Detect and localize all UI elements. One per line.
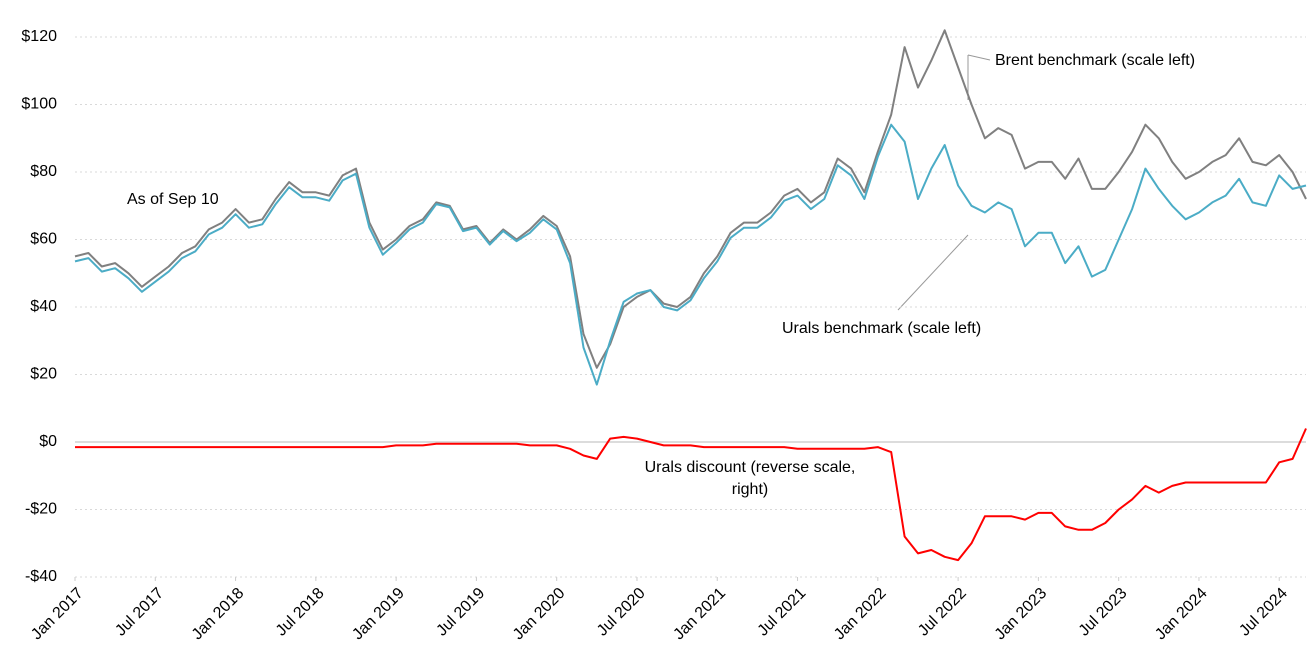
label-line: right) (732, 481, 768, 498)
series-label: Brent benchmark (scale left) (995, 52, 1195, 69)
series-label: Urals benchmark (scale left) (782, 320, 981, 337)
x-tick-label: Jul 2018 (273, 585, 328, 640)
y-tick-label: $120 (21, 28, 57, 45)
y-tick-label: $20 (30, 366, 57, 383)
x-tick-label: Jan 2022 (831, 585, 890, 644)
y-tick-label: $40 (30, 298, 57, 315)
x-tick-label: Jul 2024 (1236, 585, 1291, 640)
label-line: Urals discount (reverse scale, (645, 459, 856, 476)
brent-leader (967, 54, 991, 61)
x-tick-label: Jul 2021 (755, 585, 810, 640)
urals-leader (897, 234, 969, 311)
x-tick-label: Jan 2018 (189, 585, 248, 644)
x-tick-label: Jan 2024 (1152, 585, 1211, 644)
annotation: As of Sep 10 (127, 191, 219, 208)
x-tick-label: Jul 2020 (594, 585, 649, 640)
y-tick-label: -$20 (25, 501, 57, 518)
x-tick-label: Jan 2023 (992, 585, 1051, 644)
x-tick-label: Jan 2021 (670, 585, 729, 644)
x-tick-label: Jan 2019 (349, 585, 408, 644)
x-tick-label: Jan 2020 (510, 585, 569, 644)
x-tick-label: Jul 2023 (1076, 585, 1131, 640)
x-tick-label: Jul 2017 (112, 585, 167, 640)
x-tick-label: Jul 2019 (433, 585, 488, 640)
x-tick-label: Jul 2022 (915, 585, 970, 640)
series-label: Urals discount (reverse scale, right) (645, 459, 856, 498)
y-tick-label: $60 (30, 231, 57, 248)
series-line (75, 428, 1307, 562)
series-line (74, 123, 1307, 386)
y-tick-label: $100 (21, 96, 57, 113)
y-tick-label: $80 (30, 163, 57, 180)
y-tick-label: $0 (39, 433, 57, 450)
y-tick-label: -$40 (25, 568, 57, 585)
x-tick-label: Jan 2017 (28, 585, 87, 644)
series-line (74, 29, 1307, 369)
